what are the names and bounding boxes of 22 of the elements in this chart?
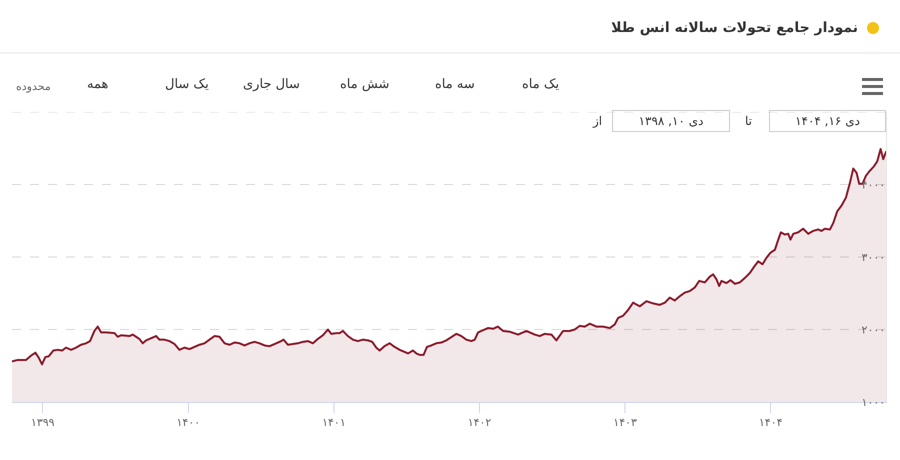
text: همه bbox=[87, 77, 108, 92]
x-tick-label: ۱۴۰۱ bbox=[322, 416, 346, 430]
x-tick-label: ۱۴۰۴ bbox=[758, 416, 783, 430]
annotation: تا bbox=[745, 114, 752, 128]
y-tick-label: ۳۰۰۰ bbox=[862, 250, 886, 264]
text: یک ماه bbox=[522, 77, 560, 92]
text: سال جاری bbox=[243, 77, 300, 92]
annotation: دی ۱۶, ۱۴۰۴ bbox=[795, 114, 860, 128]
text: محدوده bbox=[16, 80, 51, 93]
x-tick-label: ۱۴۰۳ bbox=[613, 416, 638, 430]
chart-title: نمودار جامع تحولات سالانه انس طلا bbox=[611, 20, 858, 36]
y-tick-label: ۴۰۰۰ bbox=[862, 178, 886, 192]
x-tick-label: ۱۴۰۰ bbox=[176, 416, 200, 430]
y-tick-label: ۲۰۰۰ bbox=[862, 323, 886, 336]
y-tick-label: ۱۰۰۰ bbox=[862, 396, 886, 409]
x-tick-label: ۱۴۰۲ bbox=[468, 416, 492, 430]
x-tick-label: ۱۳۹۹ bbox=[30, 416, 55, 430]
annotation: از bbox=[592, 114, 602, 128]
text: شش ماه bbox=[340, 77, 390, 92]
text: سه ماه bbox=[435, 77, 475, 92]
annotation: دی ۱۰, ۱۳۹۸ bbox=[638, 114, 704, 128]
text: یک سال bbox=[165, 77, 210, 92]
